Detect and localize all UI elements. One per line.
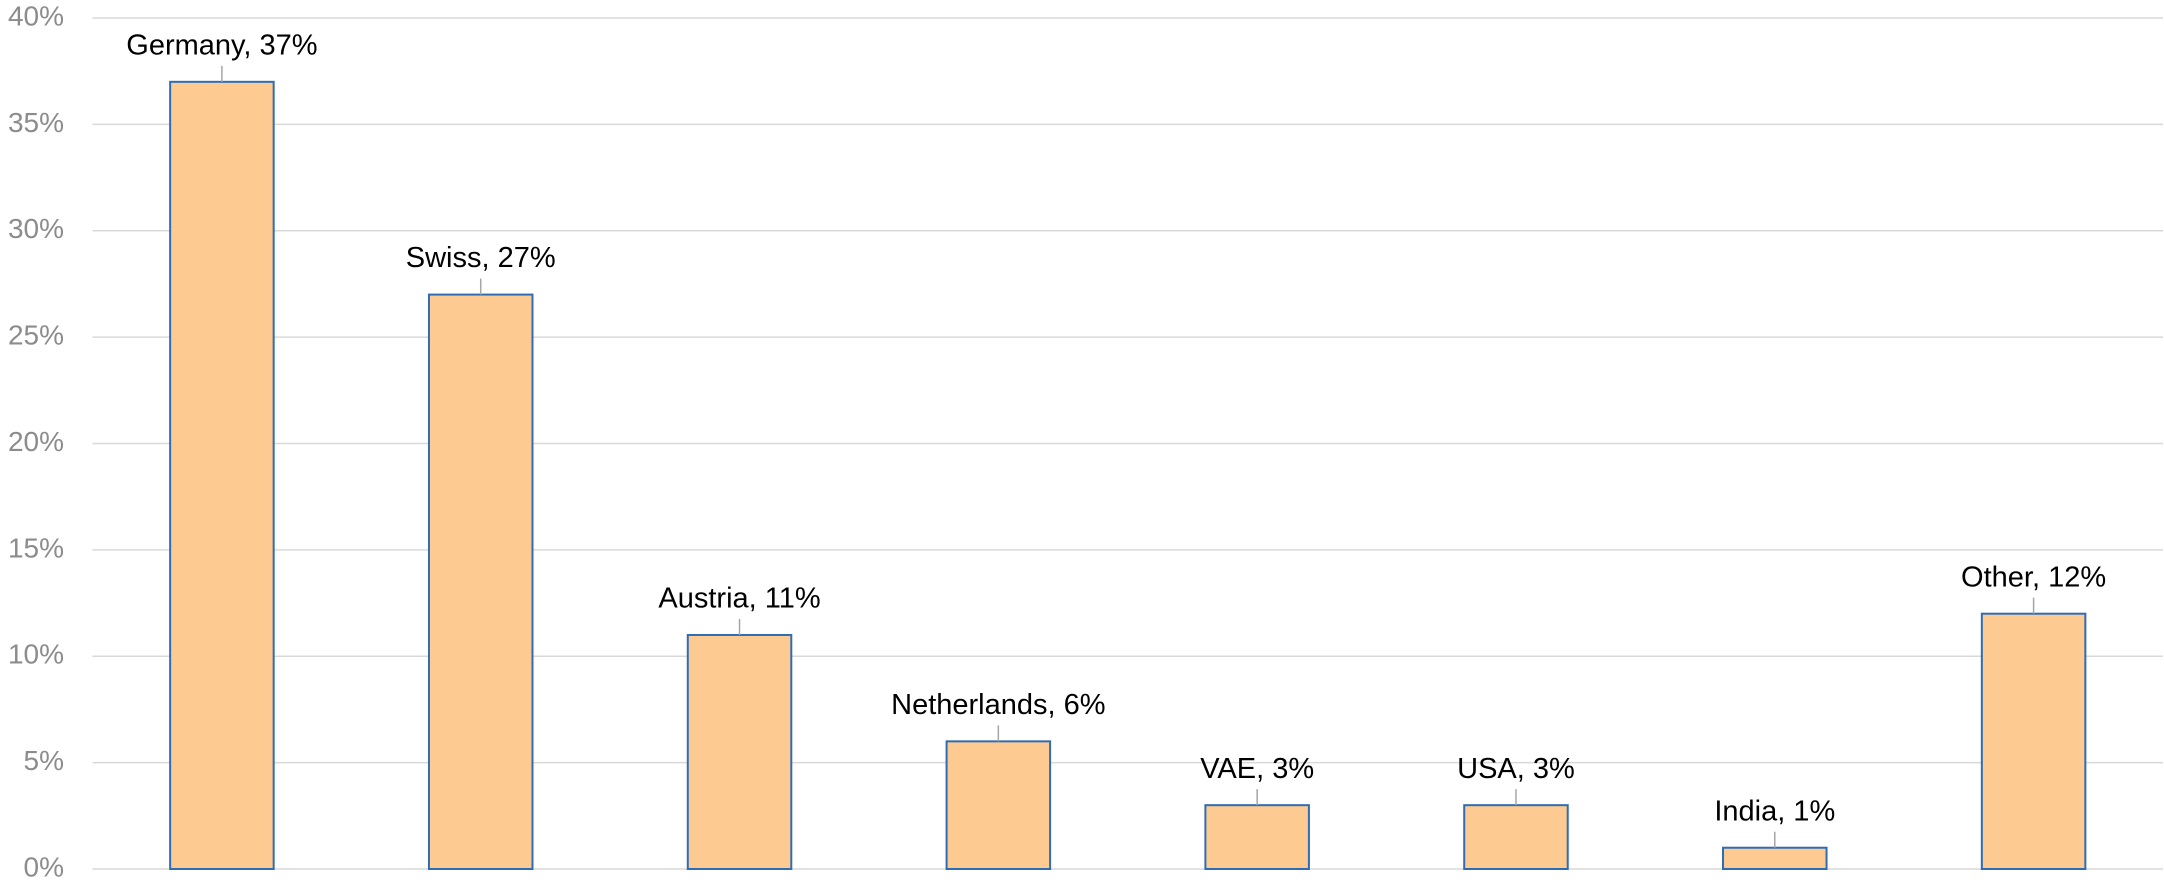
y-tick-label: 10% [8,639,64,670]
bar [169,80,275,870]
data-label: VAE, 3% [1200,753,1314,785]
y-tick-label: 0% [24,851,64,882]
y-tick-label: 20% [8,426,64,457]
y-tick-label: 35% [8,107,64,138]
data-label: India, 1% [1714,795,1835,827]
y-tick-label: 30% [8,213,64,244]
bar [686,633,793,870]
data-label: Other, 12% [1961,561,2106,593]
bar [1463,804,1569,870]
y-tick-label: 15% [8,532,64,563]
data-label: Austria, 11% [658,583,820,615]
data-label: Germany, 37% [126,29,317,61]
bar [945,740,1052,870]
bar [1204,804,1310,870]
y-tick-label: 5% [24,745,64,776]
data-label: Netherlands, 6% [891,689,1105,721]
y-tick-label: 40% [8,0,64,31]
bar [427,293,534,870]
bar [1722,846,1828,870]
data-label: Swiss, 27% [406,242,556,274]
data-label: USA, 3% [1457,753,1575,785]
bar [1980,612,2087,871]
y-tick-label: 25% [8,320,64,351]
